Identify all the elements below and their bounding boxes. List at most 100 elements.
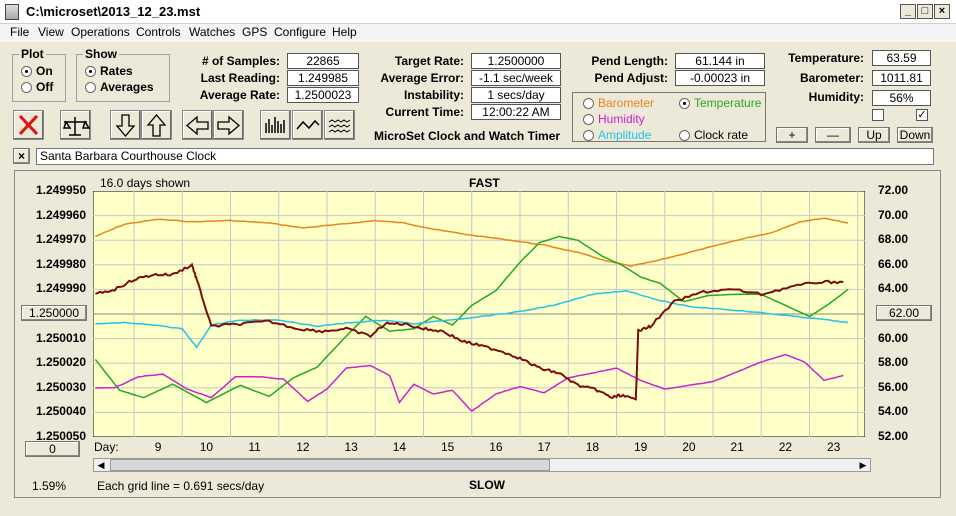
down-button[interactable]: Down — [897, 127, 933, 143]
center-rate-button[interactable]: 1.250000 — [21, 305, 87, 321]
checkbox-1[interactable] — [872, 109, 884, 121]
app-name-label: MicroSet Clock and Watch Timer — [374, 129, 561, 143]
scroll-left-icon[interactable]: ◀ — [97, 460, 105, 470]
plot-off-label: Off — [36, 80, 54, 94]
fast-label: FAST — [469, 176, 500, 190]
arrow-down-button[interactable] — [110, 110, 141, 140]
series-clock-rate — [95, 262, 844, 401]
scroll-right-icon[interactable]: ▶ — [859, 460, 867, 470]
left-axis-tick: 1.249960 — [35, 207, 86, 222]
noise-graph-button[interactable] — [324, 110, 355, 140]
right-axis-tick: 64.00 — [878, 281, 909, 296]
series-lines — [94, 217, 849, 412]
menu-gps[interactable]: GPS — [242, 25, 268, 39]
grid-lines — [93, 191, 865, 437]
days-shown-label: 16.0 days shown — [100, 176, 191, 190]
sensor-amplitude-radio[interactable]: Amplitude — [583, 128, 651, 142]
menu-view[interactable]: View — [38, 25, 64, 39]
maximize-button[interactable]: □ — [917, 4, 933, 19]
right-axis-tick: 68.00 — [878, 232, 909, 247]
minus-button[interactable]: — — [815, 127, 851, 143]
minimize-button[interactable]: _ — [900, 4, 916, 19]
wave-icon — [328, 119, 351, 133]
show-rates-radio[interactable]: Rates — [85, 64, 133, 78]
arrow-up-button[interactable] — [141, 110, 172, 140]
plot-group-title: Plot — [19, 47, 46, 61]
balance-button[interactable] — [60, 110, 91, 140]
arrow-left-button[interactable] — [182, 110, 213, 140]
day-tick: 14 — [392, 440, 407, 454]
pend-adjust-label: Pend Adjust: — [594, 71, 668, 85]
target-rate-label: Target Rate: — [394, 54, 464, 68]
grid-note-label: Each grid line = 0.691 secs/day — [97, 479, 265, 493]
left-axis-tick: 1.249980 — [35, 256, 86, 271]
samples-value: 22865 — [287, 53, 359, 69]
temperature-label: Temperature: — [788, 51, 864, 65]
clock-name-field[interactable]: Santa Barbara Courthouse Clock — [36, 148, 934, 165]
series-humidity — [95, 353, 844, 412]
x-icon — [18, 114, 39, 136]
menu-file[interactable]: File — [10, 25, 30, 39]
plus-button[interactable]: + — [776, 127, 808, 143]
offset-button[interactable]: 0 — [25, 441, 80, 457]
left-axis-tick: 1.250030 — [35, 379, 86, 394]
day-tick: 22 — [778, 440, 793, 454]
line-graph-icon — [296, 119, 320, 130]
scroll-thumb[interactable] — [110, 459, 550, 471]
histogram-icon — [265, 117, 285, 133]
horizontal-scrollbar[interactable]: ◀ ▶ — [93, 458, 871, 472]
arrow-down-icon — [115, 114, 136, 138]
plot-on-radio[interactable]: On — [21, 64, 53, 78]
checkbox-2[interactable]: ✓ — [916, 109, 928, 121]
radio-indicator — [21, 65, 32, 77]
day-tick: 21 — [730, 440, 744, 454]
center-temp-button[interactable]: 62.00 — [876, 305, 932, 321]
menu-configure[interactable]: Configure — [274, 25, 327, 39]
sensor-clock-rate-radio[interactable]: Clock rate — [679, 128, 748, 142]
right-axis-tick: 72.00 — [878, 183, 909, 197]
up-button[interactable]: Up — [858, 127, 890, 143]
radio-indicator — [85, 81, 96, 93]
show-averages-radio[interactable]: Averages — [85, 80, 154, 94]
close-window-button[interactable]: × — [934, 4, 950, 19]
left-axis-tick: 1.249990 — [35, 281, 86, 296]
sensor-select-box: Barometer Temperature Humidity Amplitude… — [572, 92, 766, 142]
radio-indicator — [679, 97, 690, 109]
pend-length-label: Pend Length: — [591, 54, 668, 68]
right-axis-tick: 54.00 — [878, 404, 909, 419]
sensor-barometer-radio[interactable]: Barometer — [583, 96, 654, 110]
average-error-label: Average Error: — [380, 71, 464, 85]
show-group: Show Rates Averages — [76, 47, 170, 102]
line-graph-button[interactable] — [292, 110, 323, 140]
menu-operations[interactable]: Operations — [71, 25, 130, 39]
histogram-button[interactable] — [260, 110, 291, 140]
percent-label: 1.59% — [32, 479, 67, 493]
arrow-right-button[interactable] — [213, 110, 244, 140]
last-reading-value: 1.249985 — [287, 70, 359, 86]
right-axis-tick: 52.00 — [878, 429, 909, 443]
temperature-value: 63.59 — [872, 50, 931, 66]
day-tick: 16 — [489, 440, 503, 454]
stop-button[interactable] — [13, 110, 44, 140]
plot-off-radio[interactable]: Off — [21, 80, 53, 94]
sensor-temperature-radio[interactable]: Temperature — [679, 96, 761, 110]
clear-clock-button[interactable]: × — [13, 148, 30, 164]
sensor-amplitude-label: Amplitude — [598, 128, 652, 142]
series-temperature — [94, 235, 849, 404]
menu-help[interactable]: Help — [332, 25, 357, 39]
day-tick: 12 — [296, 440, 310, 454]
menu-controls[interactable]: Controls — [136, 25, 181, 39]
plot-area — [93, 191, 865, 437]
right-axis-tick: 58.00 — [878, 355, 909, 370]
instability-value: 1 secs/day — [471, 87, 561, 103]
radio-indicator — [583, 97, 594, 109]
target-rate-value: 1.2500000 — [471, 53, 561, 69]
slow-label: SLOW — [469, 478, 505, 492]
day-tick: 11 — [248, 440, 261, 454]
menu-watches[interactable]: Watches — [189, 25, 236, 39]
arrow-right-icon — [217, 115, 241, 136]
left-axis-tick: 1.250010 — [35, 330, 86, 345]
right-axis-tick: 70.00 — [878, 207, 909, 222]
current-time-value: 12:00:22 AM — [471, 104, 561, 120]
sensor-humidity-radio[interactable]: Humidity — [583, 112, 645, 126]
